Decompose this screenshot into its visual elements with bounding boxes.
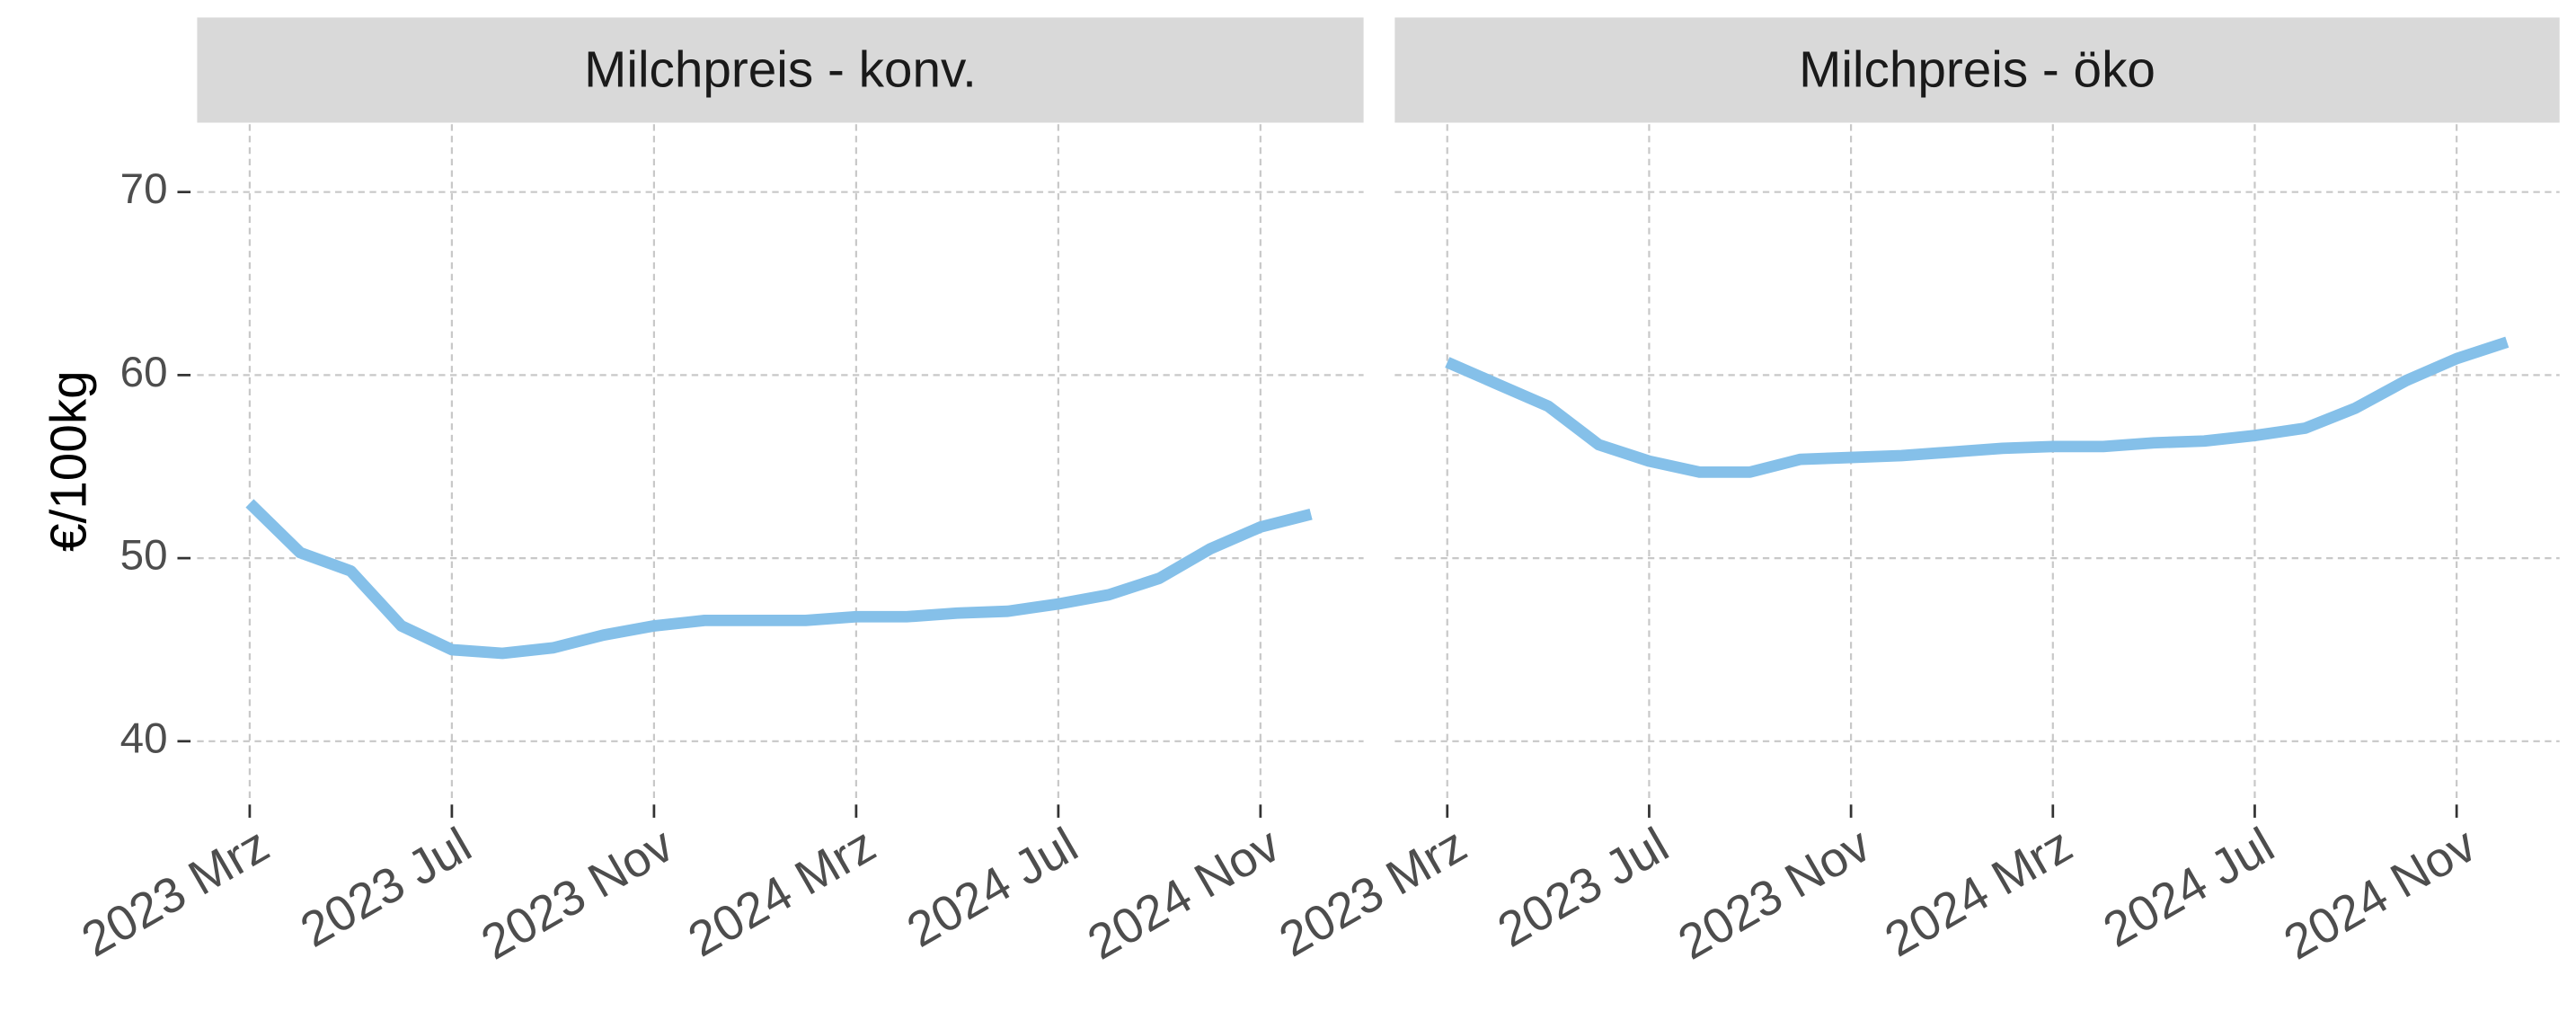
y-tick-label: 70 bbox=[120, 165, 168, 213]
x-tick-label: 2024 Jul bbox=[2094, 816, 2283, 957]
y-tick-label: 50 bbox=[120, 532, 168, 580]
y-axis-label: €/100kg bbox=[40, 370, 97, 552]
x-tick-label: 2023 Jul bbox=[291, 816, 481, 957]
y-tick-label: 40 bbox=[120, 714, 168, 762]
x-tick-label: 2024 Mrz bbox=[678, 816, 884, 967]
x-tick-label: 2024 Nov bbox=[2274, 816, 2485, 970]
x-tick-label: 2024 Mrz bbox=[1875, 816, 2081, 967]
panel-title: Milchpreis - öko bbox=[1799, 42, 2156, 99]
x-tick-label: 2023 Mrz bbox=[1270, 816, 1475, 967]
x-tick-label: 2023 Nov bbox=[1669, 816, 1880, 970]
line bbox=[245, 499, 1313, 660]
line bbox=[1445, 336, 2510, 478]
x-tick-label: 2024 Nov bbox=[1078, 816, 1289, 970]
strip bbox=[197, 17, 1364, 123]
strip bbox=[1394, 17, 2560, 123]
x-tick-label: 2023 Nov bbox=[472, 816, 683, 970]
x-tick-label: 2023 Mrz bbox=[72, 816, 278, 967]
panel-title: Milchpreis - konv. bbox=[584, 42, 977, 99]
x-tick-label: 2024 Jul bbox=[898, 816, 1087, 957]
y-tick-label: 60 bbox=[120, 349, 168, 396]
x-tick-label: 2023 Jul bbox=[1488, 816, 1677, 957]
